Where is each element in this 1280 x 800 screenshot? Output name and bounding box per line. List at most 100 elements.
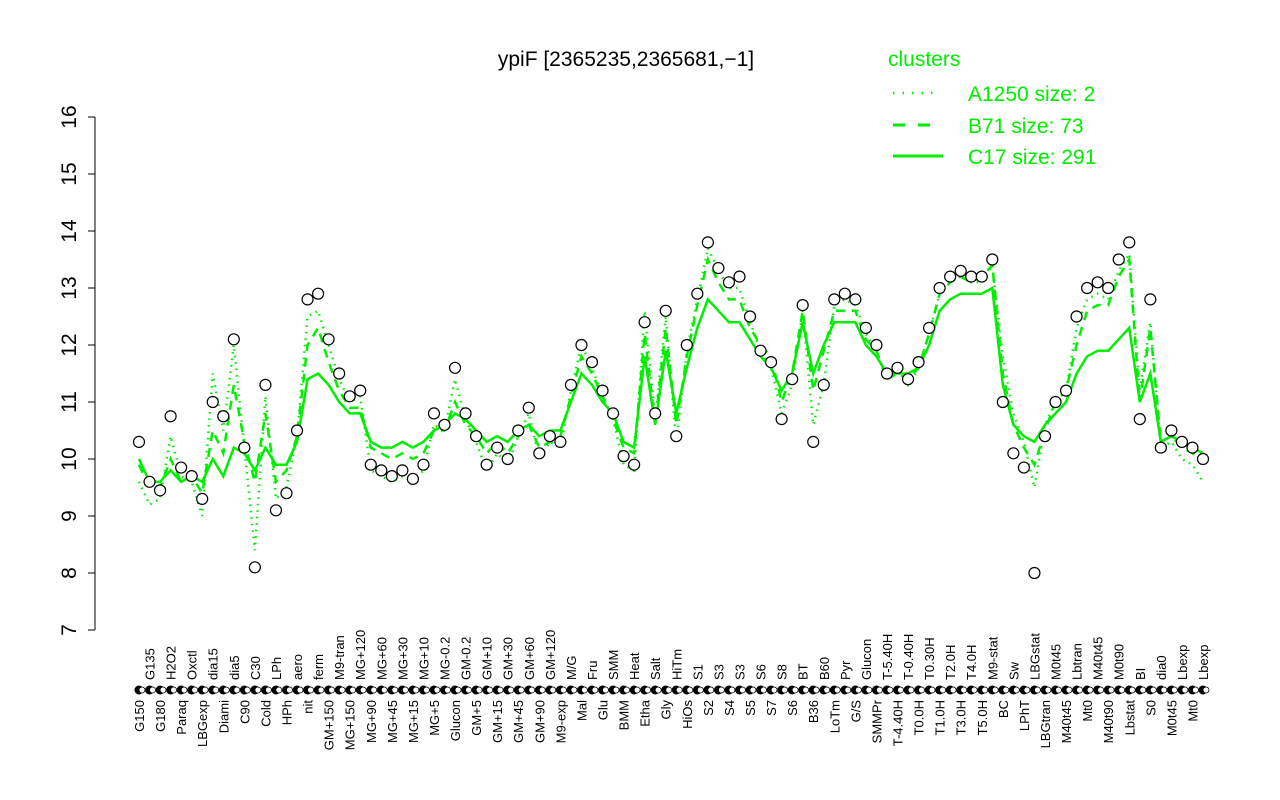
x-axis-marker [222,686,230,694]
x-tick-label: MG+150 [343,700,358,750]
data-point [343,390,356,403]
x-tick-label: M0t90 [1112,644,1127,680]
x-axis-marker [633,686,641,694]
legend-entry-a1250: A1250 size: 2 [968,83,1095,106]
x-tick-label: S4 [722,700,737,716]
data-point [427,407,441,420]
x-axis-marker [644,686,652,694]
x-tick-label: Lbexp [1175,645,1190,680]
data-point [891,361,904,374]
data-point [933,281,946,295]
x-tick-label: Oxctl [185,650,200,680]
y-tick-label: 7 [58,624,81,636]
x-tick-label: Glu [596,700,611,720]
x-axis-marker [844,686,852,694]
x-axis-marker [423,686,430,694]
x-axis-marker [1149,686,1157,694]
y-tick-label: 16 [58,105,81,128]
x-axis-marker [233,686,241,694]
x-axis-marker [960,686,968,694]
data-point [196,492,209,505]
x-tick-label: T4.0H [964,645,979,680]
x-tick-label: S2 [701,700,716,716]
data-point [1028,566,1041,580]
x-tick-label: HiTm [669,649,684,680]
x-axis-marker [696,686,704,694]
x-tick-label: Lbstat [1122,700,1137,736]
x-tick-label: BI [1133,668,1148,680]
x-tick-label: MG+60 [374,637,389,680]
data-point [1165,424,1178,437]
data-point [954,264,967,277]
x-axis-marker [138,686,146,694]
x-axis-marker [770,686,778,694]
x-axis-marker [465,686,472,694]
x-tick-label: H2O2 [164,646,179,680]
x-axis-marker [549,686,557,694]
x-axis-marker [612,686,620,694]
data-point [185,470,198,483]
chart-title: ypiF [2365235,2365681,−1] [498,48,754,71]
data-point [322,333,335,346]
data-point [796,299,809,312]
x-tick-label: HPh [279,700,294,725]
data-point [691,287,704,300]
x-tick-label: GM+45 [511,700,526,743]
x-tick-label: Mt0 [1080,700,1095,722]
x-axis-marker [517,686,525,694]
x-tick-label: Diami [216,700,231,733]
x-tick-label: SMM [606,650,621,680]
data-point [1133,413,1146,426]
x-axis-marker [970,686,978,694]
data-point [1038,430,1052,443]
x-tick-label: Salt [648,657,663,680]
data-point [1049,395,1062,409]
data-point [385,470,398,483]
x-tick-label: S0 [1143,700,1158,716]
x-axis-marker [1012,686,1020,694]
x-axis-marker [728,686,736,694]
data-point [269,504,283,517]
x-axis-marker [833,686,841,694]
x-tick-label: BT [796,663,811,680]
data-point [364,458,377,471]
x-tick-label: T-4.40H [890,700,905,746]
x-axis-marker [370,686,378,694]
x-axis-marker [317,686,325,694]
x-tick-label: T3.0H [954,700,969,735]
x-tick-label: T0.0H [912,700,927,735]
x-tick-label: MG+5 [427,700,442,736]
x-tick-label: G/S [848,700,863,723]
x-axis-marker [1023,686,1031,694]
x-axis-marker [928,686,936,694]
x-axis-marker [1170,686,1178,694]
x-axis-marker [444,686,451,694]
y-tick-label: 13 [58,276,81,299]
data-point [448,361,462,374]
data-point [564,378,578,391]
x-axis-marker [380,686,388,694]
data-point [849,293,862,306]
x-tick-label: T1.0H [933,700,948,735]
x-tick-label: GM+60 [522,637,537,680]
x-tick-label: G180 [153,700,168,732]
x-axis-marker [897,686,904,694]
x-tick-label: LPhT [1017,700,1032,731]
data-point [354,384,367,397]
x-axis-marker [486,686,494,694]
x-tick-label: Sw [1006,661,1021,680]
x-tick-label: MG+90 [364,700,379,743]
x-axis-marker [749,686,757,694]
x-axis-marker [401,686,409,694]
x-tick-label: T0.30H [922,637,937,680]
x-tick-label: GM-0.2 [459,637,474,680]
data-point [1102,281,1115,295]
data-point [501,452,514,466]
data-point [333,367,346,380]
x-axis-marker [1192,686,1199,694]
x-axis-marker [538,686,546,694]
x-axis-marker [180,686,188,694]
data-point [1007,447,1020,460]
x-axis-marker [602,686,609,694]
